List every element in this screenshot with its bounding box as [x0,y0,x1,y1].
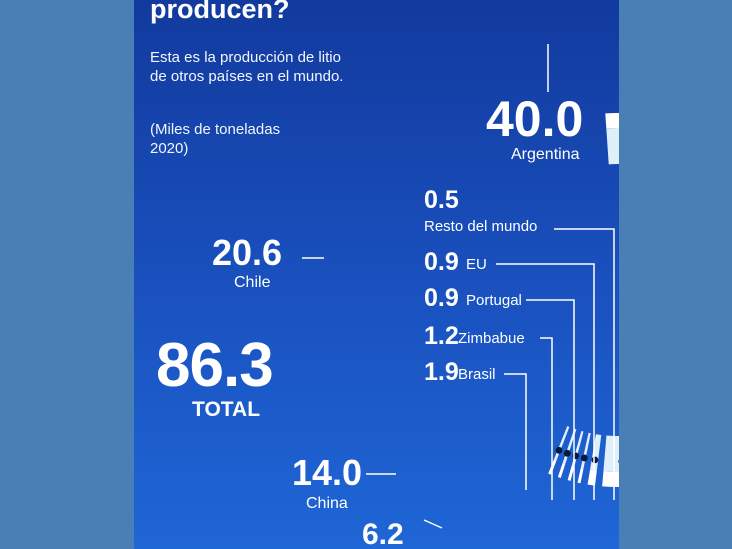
leader-resto [554,228,615,500]
resto-value: 0.5 [424,186,459,214]
resto-label: Resto del mundo [424,218,538,235]
slice-zimbabue-inner [580,432,591,469]
leader-dot-eu [563,449,571,457]
portugal-label: Portugal [466,292,522,309]
chart-description: Esta es la producción de litio de otros … [150,49,344,85]
leader-zimbabue [540,337,553,500]
eu-value: 0.9 [424,248,459,276]
argentina-label: Argentina [511,146,580,163]
leader-6-2 [423,519,443,529]
eu-label: EU [466,256,487,273]
infographic-panel: producen? Esta es la producción de litio… [134,0,619,549]
zimbabue-label: Zimbabue [458,330,525,347]
leader-dot-zimbabue [580,454,588,462]
slice-brasil-inner [590,434,602,471]
chart-units: (Miles de toneladas 2020) [150,121,281,157]
total-label: TOTAL [192,398,261,421]
china-label: China [306,495,348,512]
argentina-value: 40.0 [486,91,584,147]
chile-value: 20.6 [212,232,283,273]
china-value: 14.0 [292,452,363,493]
leader-brasil [504,373,527,490]
leader-portugal [526,299,575,500]
slice-6-2 [602,471,619,487]
zimbabue-value: 1.2 [424,322,459,350]
leader-dot-resto-del-mundo [555,446,563,454]
total-value: 86.3 [156,331,274,400]
slice-6-2-value: 6.2 [362,518,404,549]
brasil-value: 1.9 [424,358,459,386]
slice-zimbabue [577,467,584,484]
slice-argentina-inner [606,128,619,165]
chart-title: producen? [150,0,290,24]
slice-brasil [587,469,597,486]
slice-eu [557,462,566,479]
slice-argentina [605,113,619,129]
chile-label: Chile [234,274,271,291]
donut-chart [302,44,619,529]
slice-portugal [567,465,575,481]
leader-dot-brasil [591,456,599,464]
slice-6-2-inner [603,435,619,472]
leader-eu [496,263,595,500]
brasil-label: Brasil [458,366,496,383]
leader-dot-6-2 [618,459,619,464]
portugal-value: 0.9 [424,284,459,312]
